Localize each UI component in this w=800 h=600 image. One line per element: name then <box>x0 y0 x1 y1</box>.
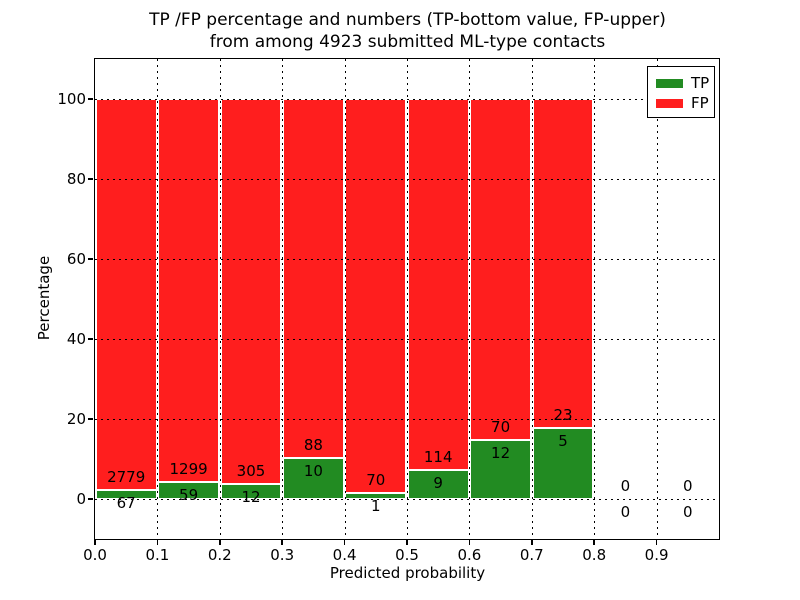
fp-count-label: 23 <box>553 405 573 424</box>
y-tick-mark <box>88 258 93 260</box>
y-tick-label: 20 <box>66 410 86 428</box>
y-tick-label: 80 <box>66 170 86 188</box>
x-tick-label: 0.7 <box>519 546 544 564</box>
tp-bar-segment <box>158 481 219 499</box>
tp-legend-swatch <box>656 78 683 88</box>
fp-bar-segment <box>470 99 531 441</box>
tp-bar-segment <box>345 493 407 499</box>
tp-bar-segment <box>470 440 531 499</box>
fp-bar-segment <box>532 99 594 428</box>
tp-bar-segment <box>532 427 594 499</box>
y-axis-label: Percentage <box>35 255 53 341</box>
fp-bar-segment <box>283 99 344 459</box>
vertical-gridline <box>407 59 408 539</box>
x-tick-label: 0.0 <box>83 546 107 564</box>
tp-count-label: 12 <box>241 487 261 506</box>
tp-count-label: 67 <box>116 493 136 512</box>
x-tick-mark <box>219 540 221 545</box>
fp-bar-segment <box>95 99 157 490</box>
tp-count-label: 5 <box>558 431 568 450</box>
y-tick-label: 100 <box>57 90 86 108</box>
x-tick-mark <box>531 540 533 545</box>
x-tick-label: 0.1 <box>145 546 170 564</box>
x-tick-mark <box>343 540 346 545</box>
tp-count-label: 12 <box>491 444 511 463</box>
legend-entry: TP <box>648 75 714 91</box>
fp-count-label: 1299 <box>169 459 208 478</box>
chart-title-line2: from among 4923 submitted ML-type contac… <box>209 32 606 52</box>
x-tick-mark <box>281 540 283 545</box>
tp-count-label: 0 <box>620 503 631 521</box>
tp-bar-segment <box>407 469 469 499</box>
fp-bar-segment <box>345 99 407 494</box>
x-tick-mark <box>156 540 159 545</box>
x-tick-mark <box>406 540 408 545</box>
tp-bar-segment <box>283 458 344 499</box>
fp-bar-segment <box>407 99 469 470</box>
y-tick-mark <box>88 498 93 500</box>
chart-title: TP /FP percentage and numbers (TP-bottom… <box>94 9 721 53</box>
legend-label: FP <box>691 94 709 112</box>
vertical-gridline <box>219 59 221 539</box>
fp-count-label: 0 <box>620 477 631 495</box>
fp-count-label: 0 <box>683 477 693 495</box>
legend-label: TP <box>691 74 710 92</box>
chart-title-line1: TP /FP percentage and numbers (TP-bottom… <box>149 10 666 30</box>
x-tick-mark <box>655 540 658 545</box>
vertical-gridline <box>469 59 471 539</box>
fp-count-label: 114 <box>423 447 453 466</box>
x-tick-label: 0.9 <box>644 546 669 564</box>
vertical-gridline <box>594 59 596 539</box>
fp-count-label: 305 <box>236 461 266 480</box>
vertical-gridline <box>282 59 284 539</box>
x-axis-label: Predicted probability <box>329 564 486 582</box>
x-tick-label: 0.6 <box>457 546 482 564</box>
y-tick-label: 40 <box>66 330 86 348</box>
x-tick-label: 0.4 <box>332 546 357 564</box>
fp-count-label: 70 <box>491 418 511 437</box>
x-tick-mark <box>94 540 96 545</box>
x-tick-label: 0.8 <box>582 546 607 564</box>
vertical-gridline <box>344 59 346 539</box>
y-tick-label: 60 <box>66 250 86 268</box>
tp-count-label: 1 <box>371 497 381 516</box>
x-tick-mark <box>593 540 595 545</box>
plot-area: 2779 67 1299 59 305 12 88 10 70 1 114 9 70 12 23 5 0 0 0 0 … <box>57 58 720 564</box>
fp-count-label: 2779 <box>107 467 146 486</box>
y-tick-mark <box>88 98 93 100</box>
tp-count-label: 59 <box>179 485 199 504</box>
fp-bar-segment <box>158 99 219 482</box>
legend-entry: FP <box>648 95 714 111</box>
tp-bar-segment <box>95 489 157 499</box>
tp-count-label: 10 <box>303 462 323 481</box>
x-tick-label: 0.5 <box>395 546 419 564</box>
y-tick-mark <box>88 418 93 420</box>
legend: TP FP <box>647 66 715 118</box>
fp-legend-swatch <box>656 98 683 108</box>
tp-count-label: 9 <box>433 473 443 492</box>
fp-count-label: 70 <box>366 471 386 490</box>
tp-bar-segment <box>220 483 282 499</box>
vertical-gridline <box>531 59 533 539</box>
y-tick-mark <box>88 338 93 340</box>
y-tick-mark <box>88 178 93 180</box>
vertical-gridline <box>656 59 658 539</box>
fp-bar-segment <box>220 99 282 484</box>
x-tick-label: 0.3 <box>270 546 295 564</box>
y-tick-label: 0 <box>76 490 86 508</box>
vertical-gridline <box>157 59 159 539</box>
x-tick-label: 0.2 <box>207 546 232 564</box>
fp-count-label: 88 <box>303 436 323 455</box>
tp-count-label: 0 <box>683 503 693 521</box>
x-tick-mark <box>468 540 471 545</box>
